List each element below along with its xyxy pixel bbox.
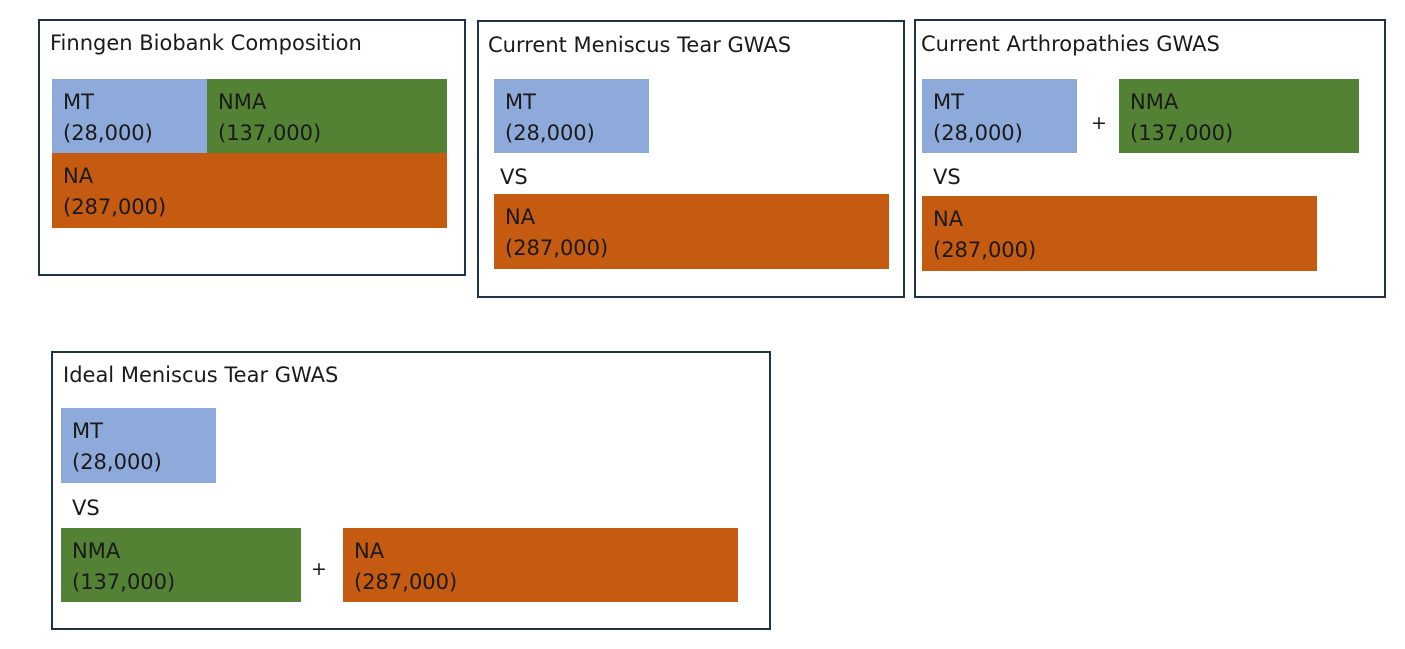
- vs-label: VS: [72, 496, 100, 520]
- na-label: NA: [354, 539, 385, 563]
- nma-count: (137,000): [218, 121, 322, 145]
- panel-title: Ideal Meniscus Tear GWAS: [63, 363, 339, 387]
- na-count: (287,000): [505, 236, 609, 260]
- na-count: (287,000): [933, 238, 1037, 262]
- nma-count: (137,000): [1130, 121, 1234, 145]
- panel-title: Current Meniscus Tear GWAS: [488, 33, 792, 57]
- na-box: NA (287,000): [343, 528, 738, 602]
- vs-label: VS: [933, 165, 961, 189]
- nma-count: (137,000): [72, 570, 176, 594]
- nma-box: NMA (137,000): [207, 79, 447, 153]
- mt-box: MT (28,000): [494, 79, 649, 153]
- na-box: NA (287,000): [494, 194, 889, 269]
- mt-label: MT: [933, 90, 964, 114]
- mt-box: MT (28,000): [922, 79, 1077, 153]
- mt-count: (28,000): [505, 121, 595, 145]
- panel-title: Current Arthropathies GWAS: [921, 32, 1220, 56]
- na-count: (287,000): [354, 570, 458, 594]
- nma-label: NMA: [1130, 90, 1179, 114]
- na-label: NA: [933, 207, 964, 231]
- panel-title: Finngen Biobank Composition: [50, 31, 362, 55]
- na-count: (287,000): [63, 195, 167, 219]
- mt-count: (28,000): [933, 121, 1023, 145]
- nma-label: NMA: [218, 90, 267, 114]
- mt-label: MT: [505, 90, 536, 114]
- na-label: NA: [63, 164, 94, 188]
- na-box: NA (287,000): [922, 196, 1317, 271]
- mt-label: MT: [72, 419, 103, 443]
- mt-label: MT: [63, 90, 94, 114]
- mt-count: (28,000): [72, 450, 162, 474]
- na-label: NA: [505, 205, 536, 229]
- nma-box: NMA (137,000): [1119, 79, 1359, 153]
- plus-sign: +: [1091, 112, 1107, 134]
- mt-count: (28,000): [63, 121, 153, 145]
- nma-box: NMA (137,000): [61, 528, 301, 602]
- vs-label: VS: [500, 165, 528, 189]
- mt-box: MT (28,000): [52, 79, 207, 153]
- mt-box: MT (28,000): [61, 408, 216, 483]
- nma-label: NMA: [72, 539, 121, 563]
- na-box: NA (287,000): [52, 153, 447, 228]
- plus-sign: +: [311, 558, 327, 580]
